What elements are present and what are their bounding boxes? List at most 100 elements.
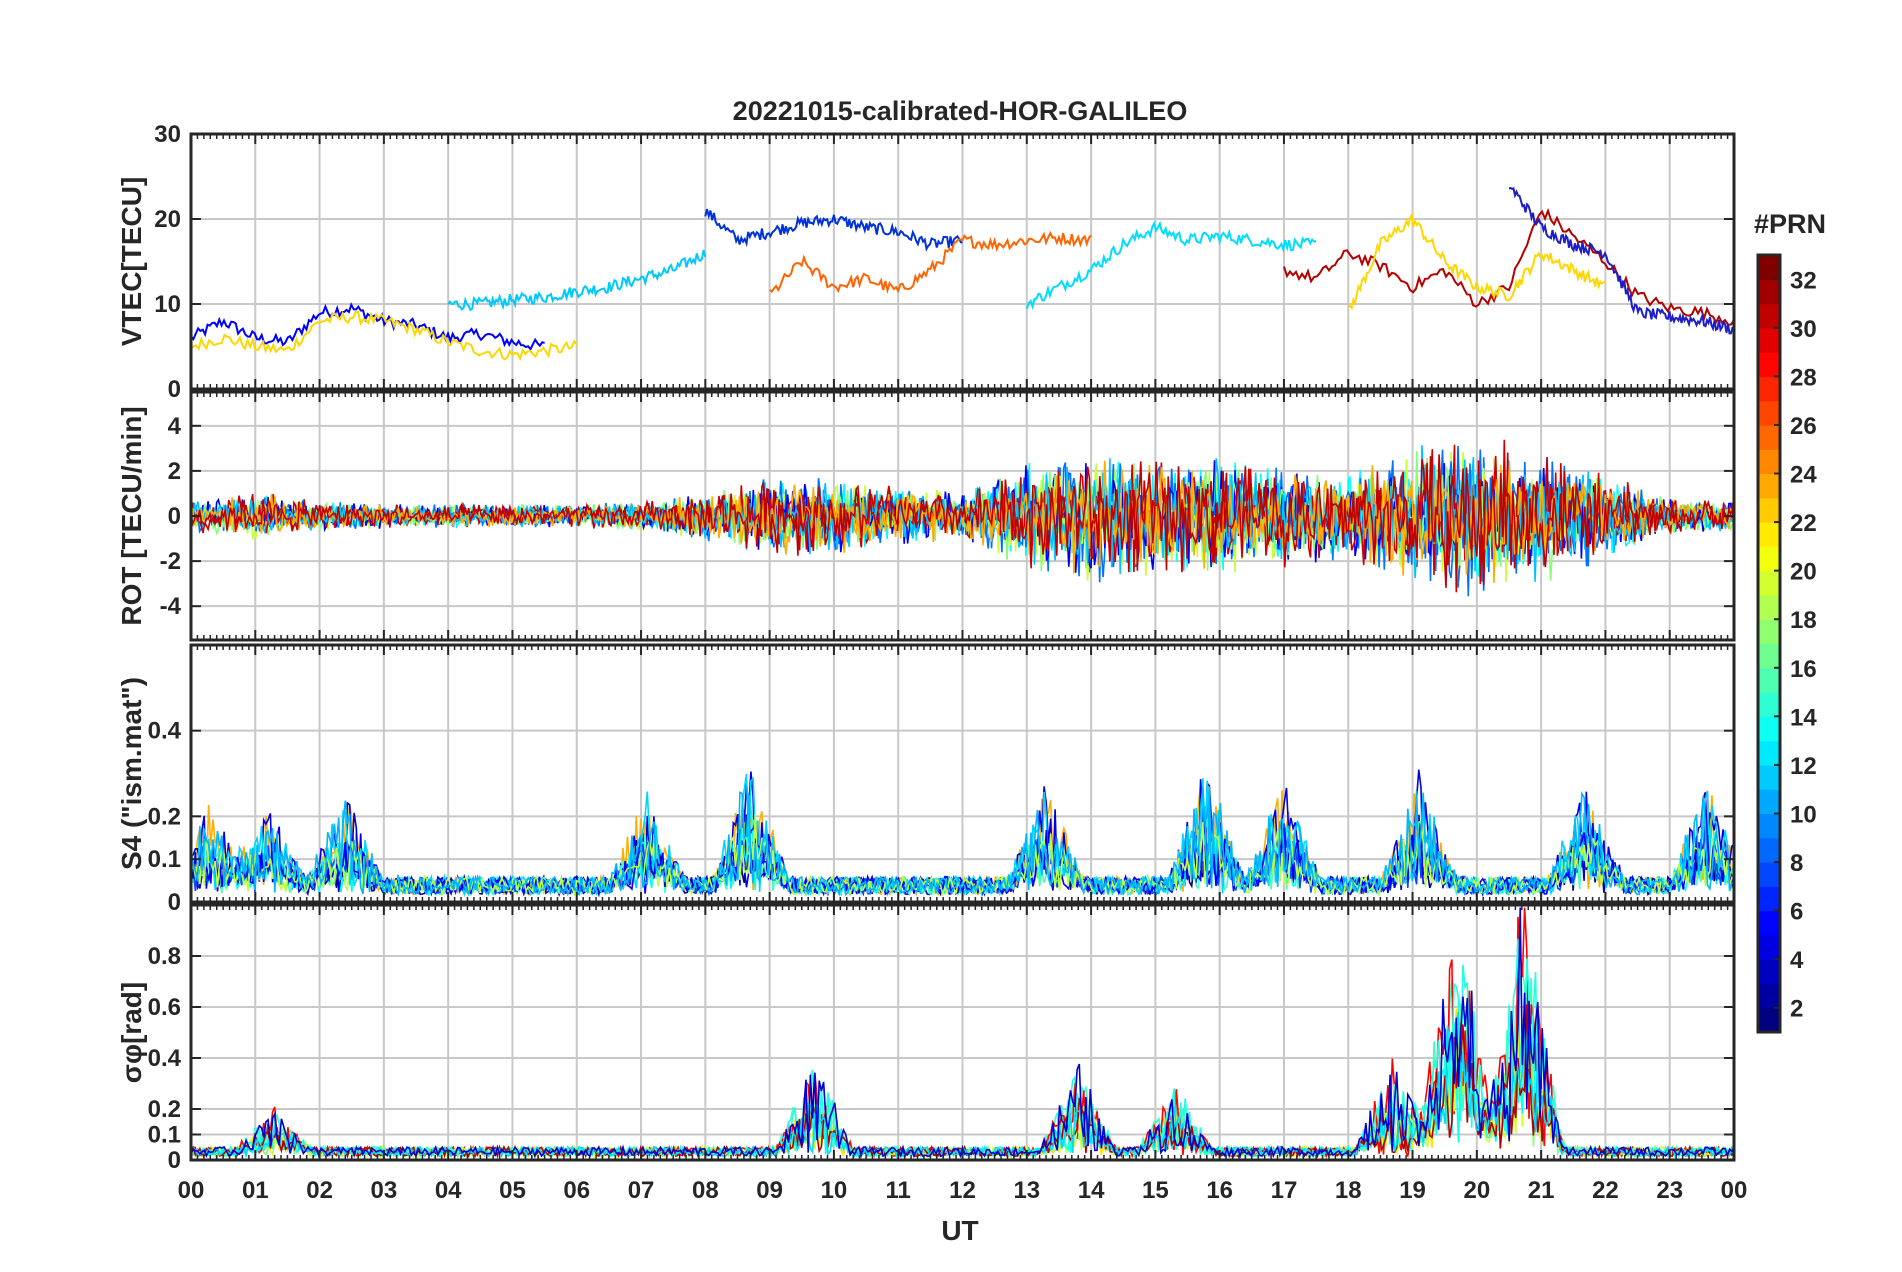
colorbar-band	[1758, 910, 1780, 936]
x-tick-label: 15	[1142, 1177, 1169, 1204]
colorbar-tick-label: 24	[1790, 462, 1817, 489]
colorbar-tick-label: 20	[1790, 559, 1817, 586]
colorbar-band	[1758, 570, 1780, 596]
colorbar-band	[1758, 692, 1780, 717]
colorbar-band	[1758, 352, 1780, 378]
y-tick-label: 0.2	[148, 803, 181, 830]
x-tick-label: 10	[821, 1177, 848, 1204]
x-tick-label: 09	[756, 1177, 783, 1204]
x-tick-label: 17	[1271, 1177, 1298, 1204]
colorbar-band	[1758, 424, 1780, 450]
panel-vtec-ticks: 0 10 20 30	[154, 121, 1735, 403]
y-tick-label: -4	[160, 593, 182, 620]
vtec-series-line	[190, 302, 545, 352]
y-tick-label: 0.2	[148, 1096, 181, 1123]
colorbar-band	[1758, 619, 1780, 645]
colorbar-frame	[1756, 253, 1782, 1034]
x-tick-label: 00	[1721, 1177, 1748, 1204]
vtec-series-line	[704, 208, 963, 252]
colorbar-band	[1758, 546, 1780, 572]
x-axis-label: UT	[941, 1215, 978, 1246]
vtec-series-line	[769, 230, 1092, 295]
y-tick-label: -2	[160, 548, 181, 575]
colorbar-tick-label: 10	[1790, 801, 1817, 828]
panel-vtec: 0 10 20 30 VTEC[TECU]	[116, 121, 1736, 403]
colorbar-band	[1758, 740, 1780, 766]
x-tick-label: 22	[1592, 1177, 1619, 1204]
colorbar-band	[1758, 813, 1780, 839]
panel-sigma-phi: 00.10.2 0.4 0.6 0.8 σφ[rad]	[116, 903, 1736, 1174]
y-tick-label: 0.4	[148, 718, 182, 745]
colorbar-band	[1758, 594, 1780, 620]
y-tick-label: 0	[168, 376, 181, 403]
colorbar-band	[1758, 764, 1780, 790]
vtec-series-line	[190, 310, 578, 362]
y-tick-label: 0	[168, 889, 181, 916]
vtec-series-line	[1283, 207, 1735, 326]
x-tick-label: 19	[1399, 1177, 1426, 1204]
y-tick-label: 30	[154, 121, 181, 148]
colorbar-band	[1758, 667, 1780, 693]
panel-s4-ticks: 0 0.1 0.2 0.4	[148, 645, 1735, 916]
colorbar-tick-label: 22	[1790, 510, 1817, 537]
y-tick-label: 0.4	[148, 1045, 182, 1072]
x-tick-label: 07	[628, 1177, 655, 1204]
x-tick-label: 20	[1463, 1177, 1490, 1204]
y-tick-label: 20	[154, 206, 181, 233]
colorbar-bands	[1758, 255, 1780, 1033]
x-tick-label: 01	[242, 1177, 269, 1204]
x-tick-label: 18	[1335, 1177, 1362, 1204]
panel-rot-data	[190, 439, 1735, 597]
x-tick-label: 05	[499, 1177, 526, 1204]
x-tick-label: 02	[306, 1177, 333, 1204]
colorbar-tick-label: 30	[1790, 316, 1817, 343]
vtec-series-line	[1508, 186, 1735, 335]
panel-rot-ylabel: ROT [TECU/min]	[116, 406, 147, 625]
panel-s4: 0 0.1 0.2 0.4 S4 ("ism.mat")	[116, 643, 1736, 916]
colorbar-band	[1758, 376, 1780, 402]
vtec-series-line	[447, 249, 707, 312]
x-tick-label: 23	[1656, 1177, 1683, 1204]
figure-title: 20221015-calibrated-HOR-GALILEO	[733, 96, 1188, 126]
x-tick-label: 00	[178, 1177, 205, 1204]
colorbar-band	[1758, 934, 1780, 960]
y-tick-label: 0.8	[148, 943, 181, 970]
panel-vtec-ylabel: VTEC[TECU]	[116, 177, 147, 347]
y-tick-label: 0.1	[148, 846, 181, 873]
colorbar-band	[1758, 789, 1780, 815]
panel-sigma-phi-ylabel: σφ[rad]	[116, 982, 147, 1083]
colorbar-band	[1758, 327, 1780, 353]
panel-rot: -4 -2 0 2 4 ROT [TECU/min]	[116, 390, 1736, 642]
x-tick-label: 04	[435, 1177, 462, 1204]
panel-vtec-data	[190, 186, 1735, 362]
y-tick-label: 0.1	[148, 1122, 181, 1149]
panel-rot-ticks: -4 -2 0 2 4	[160, 392, 1735, 640]
colorbar-tick-label: 12	[1790, 753, 1817, 780]
colorbar-band	[1758, 449, 1780, 475]
colorbar-band	[1758, 497, 1780, 523]
colorbar-tick-label: 2	[1790, 996, 1803, 1023]
colorbar-band	[1758, 522, 1780, 547]
colorbar-tick-label: 6	[1790, 899, 1803, 926]
colorbar-band	[1758, 886, 1780, 912]
colorbar-band	[1758, 983, 1780, 1009]
vtec-series-line	[1347, 211, 1606, 310]
colorbar-band	[1758, 716, 1780, 742]
x-tick-label: 06	[563, 1177, 590, 1204]
panel-s4-ylabel: S4 ("ism.mat")	[116, 677, 147, 870]
panel-sigma-phi-ticks: 00.10.2 0.4 0.6 0.8	[148, 905, 1735, 1174]
y-tick-label: 0.6	[148, 994, 181, 1021]
y-tick-label: 0	[168, 503, 181, 530]
panel-s4-grid	[190, 645, 1735, 903]
colorbar-band	[1758, 862, 1780, 887]
rot-series-line	[190, 460, 1735, 583]
vtec-series-line	[1025, 220, 1317, 311]
colorbar-tick-label: 28	[1790, 364, 1817, 391]
x-tick-label: 14	[1078, 1177, 1105, 1204]
x-tick-label: 03	[371, 1177, 398, 1204]
x-tick-label: 08	[692, 1177, 719, 1204]
x-tick-label: 16	[1206, 1177, 1233, 1204]
